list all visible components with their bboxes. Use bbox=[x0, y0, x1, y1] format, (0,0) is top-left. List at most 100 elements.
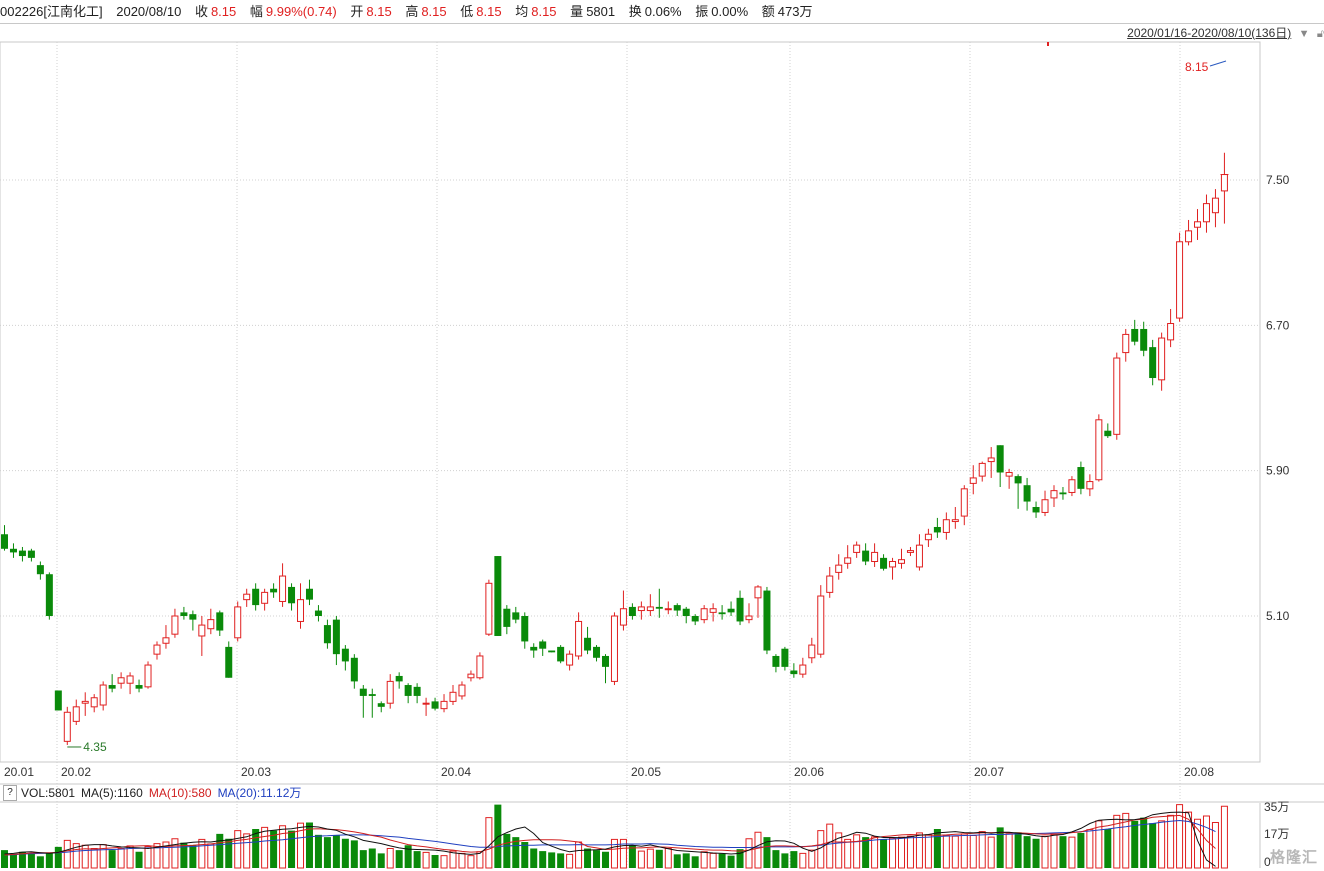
volume-bar bbox=[1131, 820, 1139, 868]
candle-body bbox=[512, 612, 520, 620]
volume-bar bbox=[664, 848, 672, 869]
candle-body bbox=[27, 550, 35, 558]
volume-bar bbox=[359, 850, 367, 868]
candle-body bbox=[305, 588, 313, 600]
volume-bar bbox=[135, 851, 143, 868]
close-label: 收 bbox=[194, 4, 208, 19]
volume-bar bbox=[171, 838, 179, 869]
y-tick-label: 5.10 bbox=[1266, 609, 1290, 623]
volume-value: 5801 bbox=[586, 4, 616, 19]
candle-body bbox=[1211, 197, 1219, 214]
lock-icon[interactable]: 🔓︎ bbox=[1316, 28, 1324, 40]
candle-body bbox=[18, 550, 26, 557]
candle-body bbox=[1041, 499, 1049, 513]
volume-bar bbox=[906, 835, 914, 869]
watermark-logo: 格隆汇 bbox=[1269, 849, 1318, 866]
candle-body bbox=[601, 655, 609, 667]
dropdown-triangle-icon[interactable]: ▼ bbox=[1298, 28, 1310, 40]
candle-body bbox=[1167, 323, 1175, 341]
candle-body bbox=[225, 646, 233, 678]
volume-bar bbox=[413, 851, 421, 868]
volume-bar bbox=[557, 853, 565, 868]
volume-bar bbox=[593, 850, 601, 868]
volume-bar bbox=[521, 842, 529, 868]
change-label: 幅 bbox=[249, 4, 263, 19]
volume-bar bbox=[1167, 814, 1175, 869]
candle-body bbox=[1032, 507, 1040, 513]
volume-bar bbox=[889, 837, 897, 869]
volume-bar bbox=[404, 845, 412, 868]
candle-body bbox=[844, 557, 852, 564]
candle-body bbox=[898, 559, 905, 564]
candle-body bbox=[1185, 230, 1193, 243]
volume-bar bbox=[9, 854, 17, 868]
avg-value: 8.15 bbox=[531, 4, 557, 19]
candle-body bbox=[135, 685, 143, 689]
amount-label: 额 bbox=[761, 4, 775, 19]
candle-body bbox=[575, 620, 583, 657]
candle-body bbox=[736, 597, 744, 622]
candle-body bbox=[1014, 476, 1022, 484]
price-pane-frame bbox=[0, 41, 1261, 763]
volume-bar bbox=[386, 848, 394, 869]
candle-body bbox=[413, 686, 421, 696]
candle-body bbox=[458, 684, 466, 697]
candle-body bbox=[557, 646, 565, 662]
candle-body bbox=[1202, 203, 1210, 223]
last-price-annotation: 8.15 bbox=[1185, 60, 1209, 74]
candle-body bbox=[637, 606, 645, 612]
candle-body bbox=[1059, 492, 1067, 495]
candle-body bbox=[99, 684, 107, 706]
candle-body bbox=[440, 700, 448, 710]
volume-bar bbox=[1220, 805, 1228, 869]
candle-body bbox=[216, 612, 224, 631]
volume-bar bbox=[772, 850, 780, 868]
candle-body bbox=[1023, 485, 1031, 502]
candle-body bbox=[799, 664, 807, 675]
vol-ma20: MA(20):11.12万 bbox=[217, 786, 302, 800]
candle-body bbox=[162, 637, 170, 644]
volume-bar bbox=[862, 837, 870, 868]
date-range-link[interactable]: 2020/01/16-2020/08/10(136日) bbox=[1127, 26, 1292, 40]
volume-bar bbox=[601, 851, 609, 868]
volume-bar bbox=[817, 830, 825, 869]
volume-tick-label: 17万 bbox=[1264, 827, 1289, 841]
volume-bar bbox=[610, 838, 618, 869]
volume-bar bbox=[548, 852, 556, 868]
candle-body bbox=[682, 608, 690, 616]
candle-body bbox=[1077, 467, 1085, 489]
candle-body bbox=[503, 608, 511, 627]
volume-bar bbox=[485, 817, 493, 869]
help-icon[interactable]: ? bbox=[3, 785, 17, 801]
candle-body bbox=[1194, 221, 1202, 228]
last-price-arrow bbox=[1209, 60, 1227, 67]
volume-bar bbox=[1050, 834, 1058, 869]
volume-bar bbox=[942, 835, 950, 869]
volume-bar bbox=[978, 831, 986, 869]
volume-bar bbox=[422, 851, 430, 869]
volume-bar bbox=[512, 837, 520, 868]
candle-body bbox=[485, 582, 493, 635]
candle-body bbox=[270, 588, 278, 593]
candle-body bbox=[889, 561, 897, 568]
volume-bar bbox=[951, 835, 959, 869]
candle-body bbox=[243, 593, 251, 601]
candle-body bbox=[422, 702, 430, 705]
volume-bar bbox=[395, 850, 403, 868]
volume-bar bbox=[234, 830, 242, 869]
volume-bar bbox=[198, 838, 206, 869]
candle-body bbox=[72, 706, 80, 722]
volume-bar bbox=[1176, 804, 1184, 869]
stock-code-name[interactable]: 002226[江南化工] bbox=[0, 4, 103, 19]
volume-bar bbox=[153, 843, 161, 869]
open-value: 8.15 bbox=[366, 4, 392, 19]
volume-bar bbox=[1122, 812, 1130, 869]
volume-bar bbox=[368, 848, 376, 868]
x-tick-label: 20.06 bbox=[794, 765, 824, 779]
candle-body bbox=[54, 690, 62, 711]
volume-bar bbox=[18, 851, 26, 868]
volume-bar bbox=[261, 826, 269, 869]
volume-bar bbox=[503, 833, 511, 868]
volume-bar bbox=[180, 842, 188, 868]
